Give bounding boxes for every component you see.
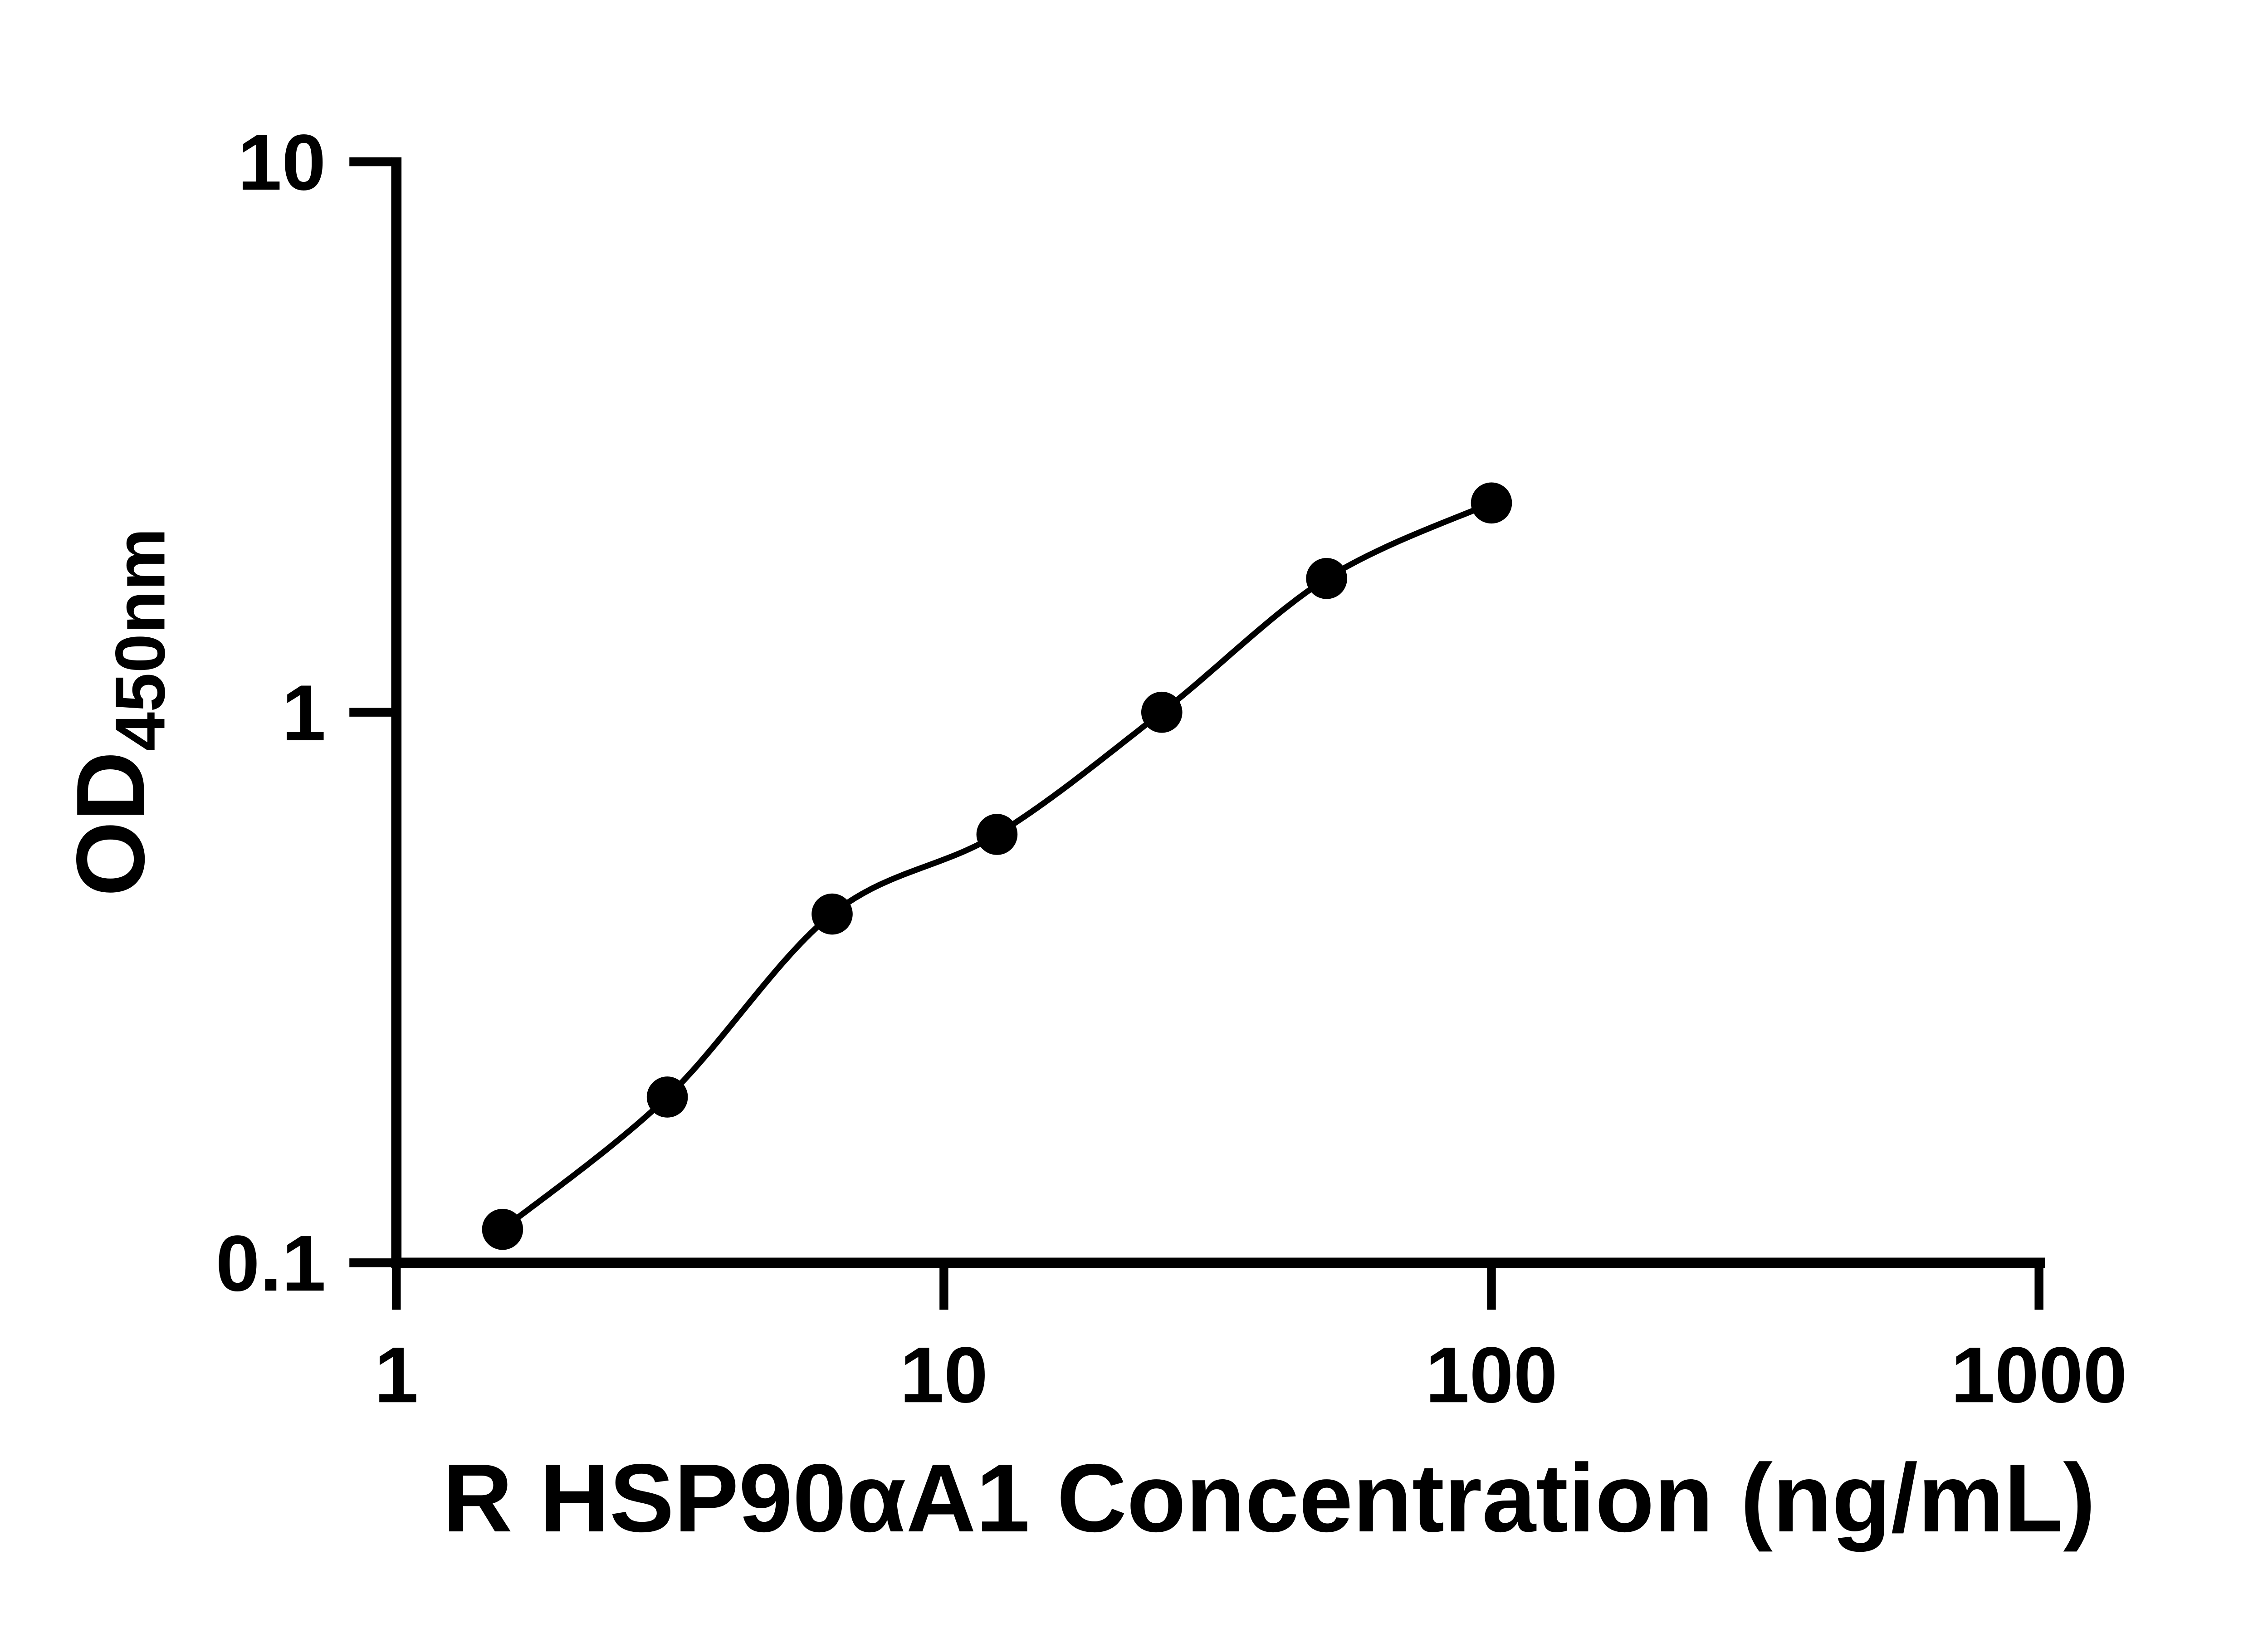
y-axis-tick-label: 0.1 [216,1219,326,1308]
y-axis-title-main: OD [57,751,165,896]
y-axis-title: OD450nm [57,528,179,897]
data-point [1306,557,1347,599]
data-point [482,1208,523,1250]
x-axis-tick-label: 1 [374,1331,418,1419]
x-axis-title: R HSP90αA1 Concentration (ng/mL) [443,1444,2096,1552]
axes [391,157,2045,1268]
data-point [976,814,1018,855]
data-point [1141,691,1183,733]
x-axis-tick-label: 1000 [1951,1331,2127,1419]
data-points [482,482,1512,1250]
data-point [811,893,853,935]
y-axis-ticks: 0.1 1 10 [216,118,392,1308]
fitted-curve [500,500,1493,1232]
data-point [1471,482,1512,524]
x-axis-tick-label: 100 [1425,1331,1558,1419]
y-axis-tick-label: 1 [282,669,326,758]
y-axis-title-subscript: 450nm [100,528,179,751]
y-axis-tick-label: 10 [238,118,326,207]
data-point [646,1076,688,1118]
x-axis-tick-label: 10 [900,1331,988,1419]
x-axis-ticks: 1 10 100 1000 [374,1267,2127,1419]
